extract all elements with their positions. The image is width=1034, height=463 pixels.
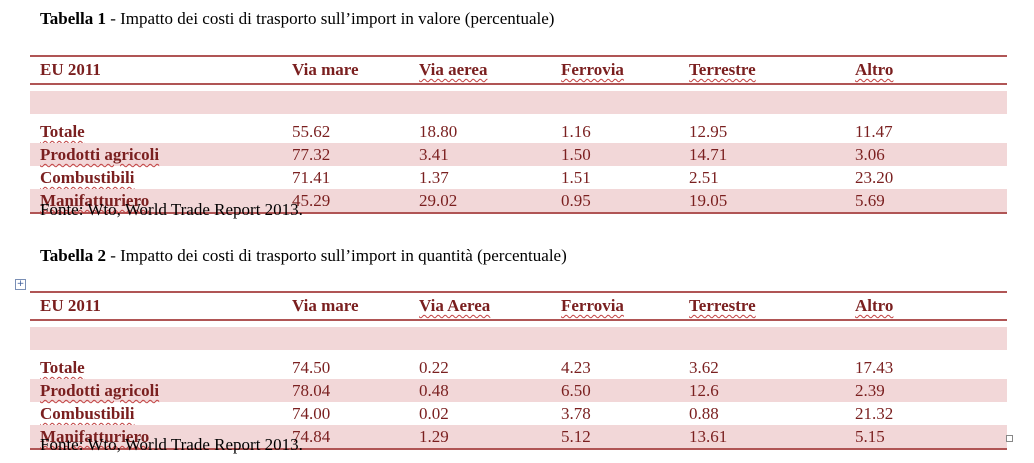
table-row: Totale 55.62 18.80 1.16 12.95 11.47: [30, 120, 1007, 143]
resize-handle-icon[interactable]: [1006, 435, 1013, 442]
table-row: Manifatturiero 45.29 29.02 0.95 19.05 5.…: [30, 189, 1007, 214]
cell-value: 13.61: [689, 427, 728, 446]
cell-value: 1.37: [419, 168, 449, 187]
cell-value: 23.20: [855, 168, 894, 187]
table2-caption-title: Tabella 2: [40, 246, 106, 265]
cell-value: 12.95: [689, 122, 728, 141]
cell-value: 1.16: [561, 122, 591, 141]
row-label: Prodotti agricoli: [40, 145, 160, 164]
table2-blank-row: [30, 327, 1007, 350]
cell-value: 71.41: [292, 168, 331, 187]
cell-value: 78.04: [292, 381, 331, 400]
table2-caption: Tabella 2 - Impatto dei costi di traspor…: [40, 246, 567, 266]
table-row: Prodotti agricoli 77.32 3.41 1.50 14.71 …: [30, 143, 1007, 166]
row-label: Totale: [40, 122, 85, 141]
table1-header-row: EU 2011 Via mare Via aerea Ferrovia Terr…: [30, 55, 1007, 85]
cell-value: 3.06: [855, 145, 885, 164]
cell-value: 18.80: [419, 122, 458, 141]
cell-value: 12.6: [689, 381, 719, 400]
table2-header-other: Altro: [855, 296, 894, 315]
table2-header-rail: Ferrovia: [561, 296, 624, 315]
cell-value: 0.02: [419, 404, 449, 423]
cell-value: 74.00: [292, 404, 331, 423]
cell-value: 6.50: [561, 381, 591, 400]
cell-value: 29.02: [419, 191, 458, 210]
cell-value: 77.32: [292, 145, 331, 164]
cell-value: 0.48: [419, 381, 449, 400]
cell-value: 74.50: [292, 358, 331, 377]
table1-header-rail: Ferrovia: [561, 60, 624, 79]
row-label: Prodotti agricoli: [40, 381, 160, 400]
table1: EU 2011 Via mare Via aerea Ferrovia Terr…: [30, 55, 1007, 214]
cell-value: 11.47: [855, 122, 893, 141]
table-row: Totale 74.50 0.22 4.23 3.62 17.43: [30, 356, 1007, 379]
table1-header-land: Terrestre: [689, 60, 756, 79]
table2: EU 2011 Via mare Via Aerea Ferrovia Terr…: [30, 291, 1007, 450]
table1-caption: Tabella 1 - Impatto dei costi di traspor…: [40, 9, 554, 29]
cell-value: 5.12: [561, 427, 591, 446]
cell-value: 1.29: [419, 427, 449, 446]
cell-value: 55.62: [292, 122, 331, 141]
table2-header-row: EU 2011 Via mare Via Aerea Ferrovia Terr…: [30, 291, 1007, 321]
table-row: Combustibili 74.00 0.02 3.78 0.88 21.32: [30, 402, 1007, 425]
cell-value: 3.41: [419, 145, 449, 164]
cell-value: 5.69: [855, 191, 885, 210]
cell-value: 1.51: [561, 168, 591, 187]
table2-header-region: EU 2011: [40, 296, 101, 315]
table1-caption-title: Tabella 1: [40, 9, 106, 28]
cell-value: 5.15: [855, 427, 885, 446]
row-label: Manifatturiero: [40, 427, 150, 446]
cell-value: 45.29: [292, 191, 331, 210]
cell-value: 74.84: [292, 427, 331, 446]
cell-value: 21.32: [855, 404, 894, 423]
row-label: Combustibili: [40, 168, 135, 187]
table2-source: Fonte: Wto, World Trade Report 2013.: [40, 435, 303, 454]
table2-caption-text: - Impatto dei costi di trasporto sull’im…: [105, 246, 567, 265]
cell-value: 3.78: [561, 404, 591, 423]
cell-value: 3.62: [689, 358, 719, 377]
cell-value: 19.05: [689, 191, 728, 210]
cell-value: 2.39: [855, 381, 885, 400]
cell-value: 17.43: [855, 358, 894, 377]
cell-value: 2.51: [689, 168, 719, 187]
cell-value: 4.23: [561, 358, 591, 377]
table1-header-region: EU 2011: [40, 60, 101, 79]
table-row: Prodotti agricoli 78.04 0.48 6.50 12.6 2…: [30, 379, 1007, 402]
cell-value: 0.95: [561, 191, 591, 210]
cell-value: 0.88: [689, 404, 719, 423]
row-label: Totale: [40, 358, 85, 377]
table1-header-other: Altro: [855, 60, 894, 79]
table-row: Manifatturiero 74.84 1.29 5.12 13.61 5.1…: [30, 425, 1007, 450]
cell-value: 14.71: [689, 145, 728, 164]
table1-header-sea: Via mare: [292, 60, 359, 79]
move-handle-icon[interactable]: +: [15, 279, 26, 290]
table2-header-air: Via Aerea: [419, 296, 491, 315]
table2-header-land: Terrestre: [689, 296, 756, 315]
row-label: Manifatturiero: [40, 191, 150, 210]
cell-value: 0.22: [419, 358, 449, 377]
table-row: Combustibili 71.41 1.37 1.51 2.51 23.20: [30, 166, 1007, 189]
table1-caption-text: - Impatto dei costi di trasporto sull’im…: [105, 9, 555, 28]
table1-source: Fonte: Wto, World Trade Report 2013.: [40, 200, 303, 219]
table1-header-air: Via aerea: [419, 60, 488, 79]
table2-header-sea: Via mare: [292, 296, 359, 315]
cell-value: 1.50: [561, 145, 591, 164]
row-label: Combustibili: [40, 404, 135, 423]
table1-blank-row: [30, 91, 1007, 114]
